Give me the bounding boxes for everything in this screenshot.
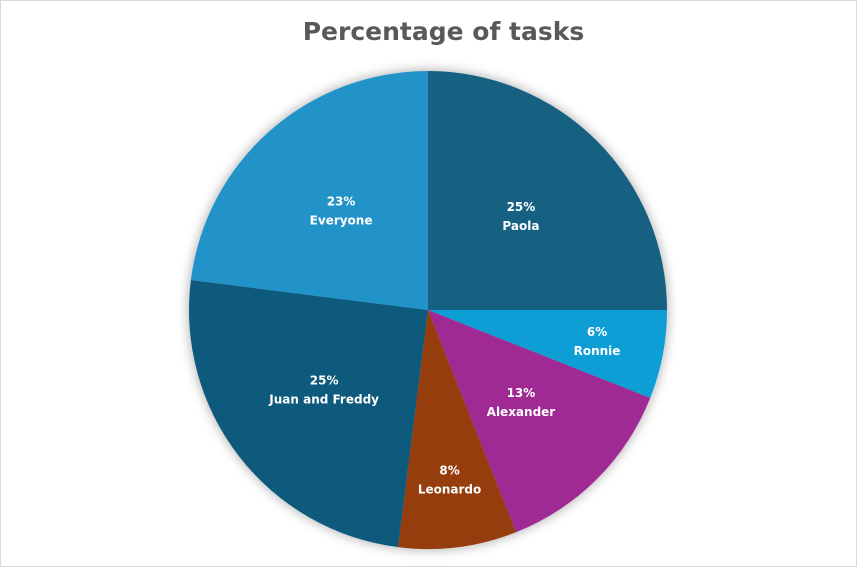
data-label-percent-juan-and-freddy: 25% bbox=[310, 374, 339, 388]
pie-slice-juan-and-freddy bbox=[189, 280, 428, 548]
pie-slice-alexander bbox=[428, 310, 651, 533]
pie-labels: 25% Paola 6% Ronnie 13% Alexander 8% Leonardo 25… bbox=[268, 194, 620, 496]
data-label-category-leonardo: Leonardo bbox=[418, 483, 481, 497]
data-label-percent-everyone: 23% bbox=[327, 194, 356, 208]
chart-title: Percentage of tasks bbox=[302, 17, 585, 46]
data-label-category-everyone: Everyone bbox=[310, 213, 373, 227]
data-label-percent-leonardo: 8% bbox=[439, 464, 459, 478]
pie-slice-everyone bbox=[190, 71, 428, 310]
data-label-percent-paola: 25% bbox=[507, 200, 536, 214]
data-label-percent-alexander: 13% bbox=[507, 386, 536, 400]
data-label-category-ronnie: Ronnie bbox=[574, 344, 621, 358]
data-label-percent-ronnie: 6% bbox=[587, 325, 607, 339]
pie-slices bbox=[189, 71, 667, 549]
data-label-category-alexander: Alexander bbox=[487, 405, 556, 419]
pie-slice-leonardo bbox=[398, 310, 516, 549]
pie-slice-paola bbox=[428, 71, 667, 310]
pie-slice-ronnie bbox=[428, 310, 667, 398]
data-label-category-juan-and-freddy: Juan and Freddy bbox=[268, 393, 379, 407]
data-label-category-paola: Paola bbox=[502, 219, 539, 233]
